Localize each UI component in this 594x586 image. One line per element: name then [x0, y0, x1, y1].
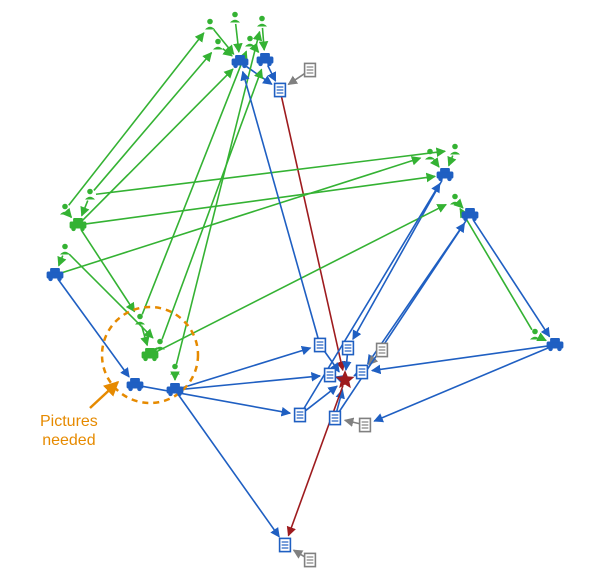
node-car: [547, 338, 564, 351]
node-person: [135, 314, 145, 325]
edge: [81, 230, 134, 312]
edge: [141, 386, 290, 413]
node-person: [85, 189, 95, 200]
node-doc: [377, 343, 388, 356]
edge: [162, 69, 261, 339]
node-car: [142, 348, 159, 361]
node-car: [127, 378, 144, 391]
edge: [178, 395, 279, 537]
node-person: [230, 12, 240, 23]
node-person: [530, 329, 540, 340]
node-person: [245, 36, 255, 47]
edge: [540, 338, 546, 341]
edges-layer: [59, 24, 550, 557]
edge: [434, 160, 439, 167]
node-car: [167, 383, 184, 396]
edge: [303, 184, 440, 410]
node-car: [462, 208, 479, 221]
edge: [59, 280, 130, 377]
node-car: [437, 168, 454, 181]
edge: [181, 376, 320, 389]
node-car: [47, 268, 64, 281]
node-doc: [330, 411, 341, 424]
node-person: [257, 16, 267, 27]
node-doc: [357, 365, 368, 378]
edge: [243, 72, 319, 340]
node-person: [205, 19, 215, 30]
edge: [82, 201, 88, 216]
node-person: [60, 204, 70, 215]
edge: [345, 420, 359, 423]
node-star: [335, 370, 354, 388]
edge: [268, 65, 276, 81]
edge: [94, 53, 212, 191]
node-doc: [325, 368, 336, 381]
node-person: [170, 364, 180, 375]
edge: [288, 73, 305, 84]
node-doc: [360, 418, 371, 431]
node-doc: [280, 538, 291, 551]
edge: [294, 550, 305, 557]
edge: [473, 220, 549, 337]
node-doc: [275, 83, 286, 96]
edge: [181, 348, 311, 388]
edge: [281, 96, 343, 370]
node-doc: [343, 341, 354, 354]
edge: [459, 204, 463, 208]
edge: [236, 24, 239, 52]
edge: [69, 215, 72, 218]
edge: [460, 209, 532, 330]
edge: [61, 158, 421, 273]
node-doc: [305, 63, 316, 76]
edge: [449, 156, 453, 166]
node-doc: [315, 338, 326, 351]
node-doc: [295, 408, 306, 421]
node-person: [450, 144, 460, 155]
edge: [262, 28, 264, 50]
node-doc: [305, 553, 316, 566]
edge: [59, 256, 63, 266]
edge: [84, 176, 435, 224]
annotation-arrow: [90, 382, 118, 408]
edge: [353, 180, 442, 339]
node-car: [257, 53, 274, 66]
node-person: [60, 244, 70, 255]
node-person: [450, 194, 460, 205]
edge: [346, 354, 348, 370]
network-graph: [0, 0, 594, 586]
